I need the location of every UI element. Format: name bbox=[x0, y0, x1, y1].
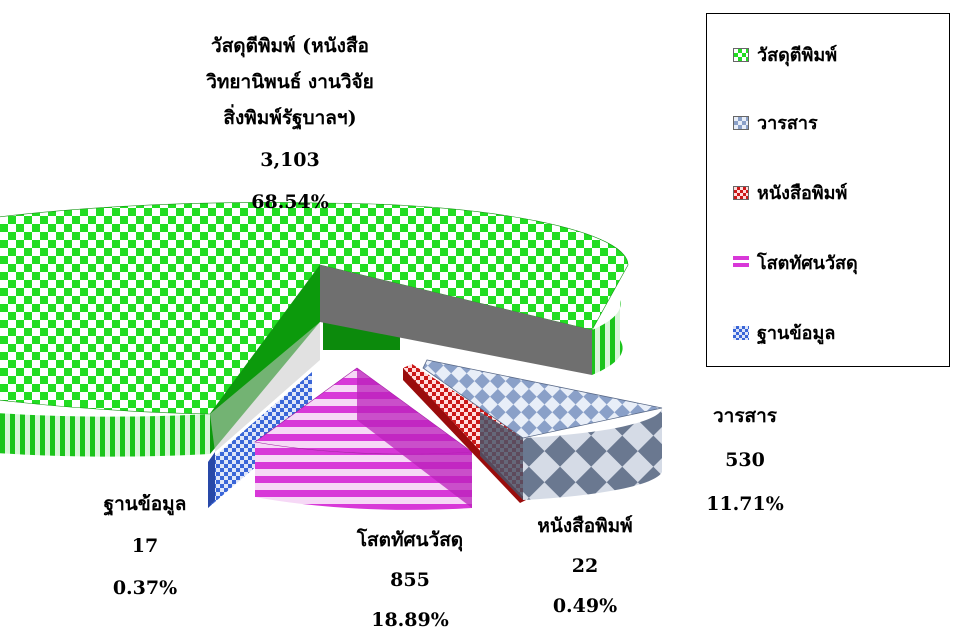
legend-item-audiovisual: โสตทัศนวัสดุ bbox=[733, 248, 858, 277]
legend-label: โสตทัศนวัสดุ bbox=[757, 253, 858, 274]
legend-swatch-audiovisual bbox=[733, 255, 749, 270]
legend-label: วารสาร bbox=[757, 113, 818, 134]
slice-value: 530 bbox=[725, 449, 765, 471]
pie-slice-audiovisual bbox=[254, 367, 473, 510]
slice-label-line: โสตทัศนวัสดุ bbox=[356, 529, 464, 551]
legend-item-printed: วัสดุตีพิมพ์ bbox=[733, 40, 837, 69]
slice-label-newspaper: หนังสือพิมพ์ 22 0.49% bbox=[490, 508, 680, 624]
slice-label-line: ฐานข้อมูล bbox=[103, 493, 187, 515]
legend-swatch-newspaper bbox=[733, 185, 749, 200]
slice-label-journal: วารสาร 530 11.71% bbox=[660, 398, 830, 522]
slice-percent: 68.54% bbox=[251, 191, 329, 213]
pie-slice-printed bbox=[0, 202, 629, 457]
legend-item-newspaper: หนังสือพิมพ์ bbox=[733, 178, 847, 207]
slice-value: 17 bbox=[131, 535, 159, 557]
slice-value: 3,103 bbox=[260, 149, 320, 171]
slice-label-line: สิ่งพิมพ์รัฐบาลฯ) bbox=[223, 107, 357, 129]
legend-label: ฐานข้อมูล bbox=[757, 323, 836, 344]
slice-label-line: วิทยานิพนธ์ งานวิจัย bbox=[206, 71, 374, 93]
legend-swatch-journal bbox=[733, 115, 749, 130]
slice-label-printed: วัสดุตีพิมพ์ (หนังสือ วิทยานิพนธ์ งานวิจ… bbox=[150, 28, 430, 220]
legend-swatch-printed bbox=[733, 47, 749, 62]
slice-value: 855 bbox=[390, 569, 430, 591]
slice-value: 22 bbox=[571, 555, 599, 577]
legend-item-database: ฐานข้อมูล bbox=[733, 318, 835, 347]
legend-label: หนังสือพิมพ์ bbox=[757, 183, 848, 204]
slice-percent: 11.71% bbox=[706, 493, 784, 515]
legend-swatch-database bbox=[733, 325, 749, 340]
legend-label: วัสดุตีพิมพ์ bbox=[757, 45, 838, 66]
slice-percent: 0.37% bbox=[112, 577, 178, 599]
pie-slice-journal bbox=[422, 359, 663, 500]
slice-label-line: หนังสือพิมพ์ bbox=[537, 515, 633, 537]
slice-percent: 0.49% bbox=[552, 595, 618, 617]
slice-label-line: วัสดุตีพิมพ์ (หนังสือ bbox=[211, 35, 369, 57]
legend-item-journal: วารสาร bbox=[733, 108, 818, 137]
slice-label-line: วารสาร bbox=[712, 405, 777, 427]
slice-label-database: ฐานข้อมูล 17 0.37% bbox=[70, 486, 220, 606]
slice-percent: 18.89% bbox=[371, 609, 449, 631]
chart-legend: วัสดุตีพิมพ์ วารสาร หนังสือพิมพ์ โสตทัศน… bbox=[706, 13, 950, 367]
slice-label-audiovisual: โสตทัศนวัสดุ 855 18.89% bbox=[315, 522, 505, 638]
